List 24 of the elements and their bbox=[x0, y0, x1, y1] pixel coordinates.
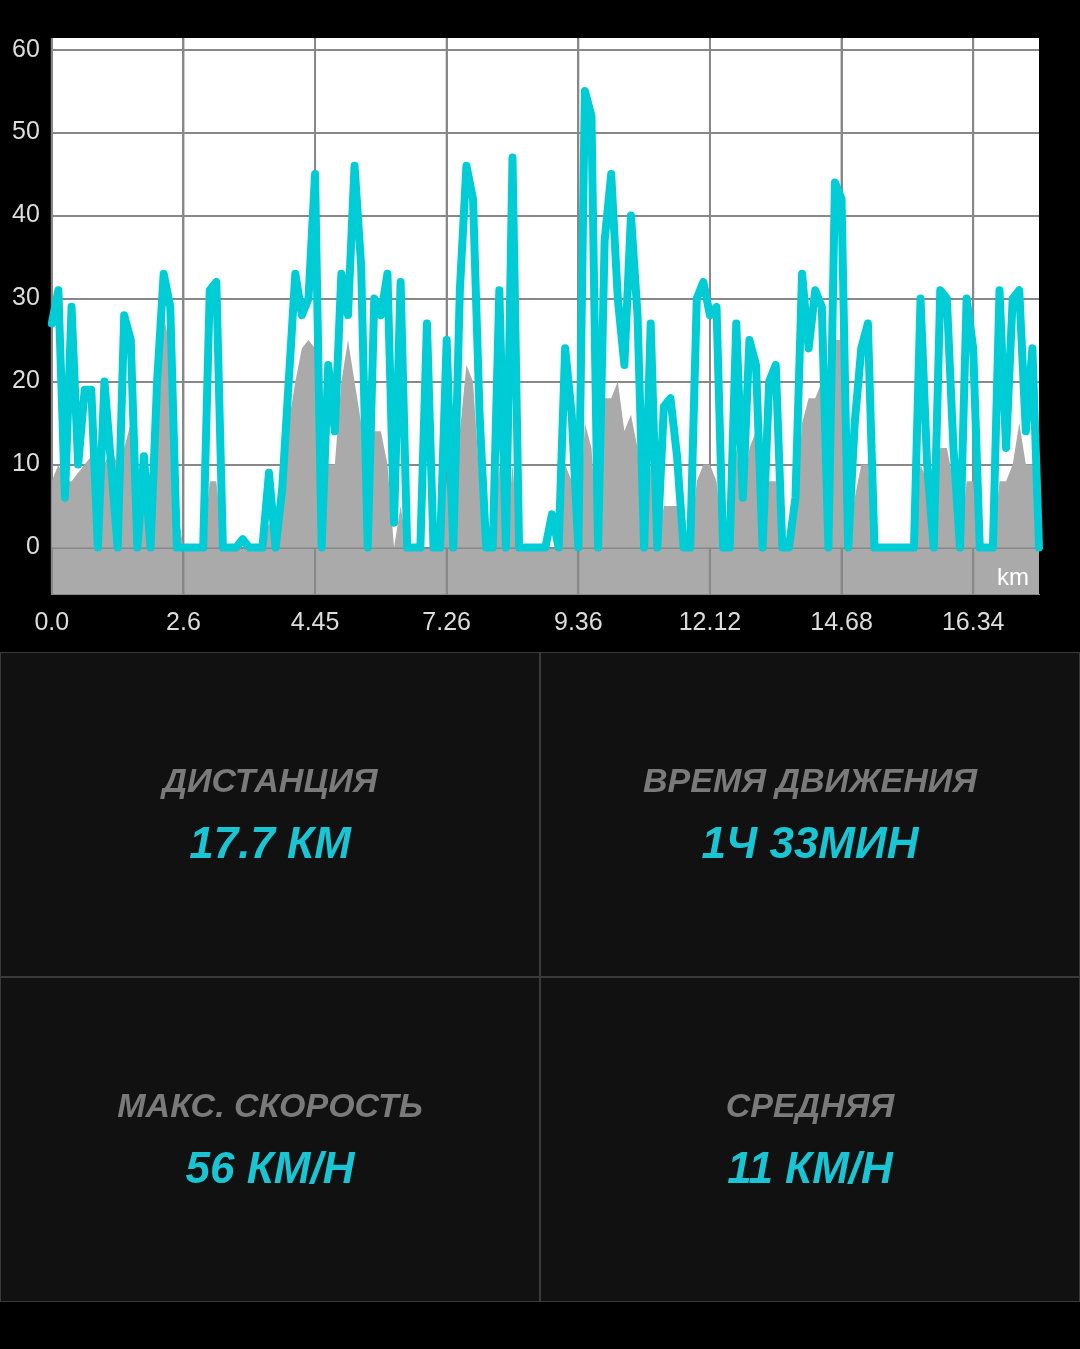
text: МАКС. СКОРОСТЬ bbox=[117, 1086, 423, 1125]
x-tick-label: 14.68 bbox=[810, 606, 873, 635]
y-tick-label: 60 bbox=[12, 33, 40, 62]
text: ВРЕМЯ ДВИЖЕНИЯ bbox=[642, 761, 978, 800]
y-tick-label: 20 bbox=[12, 365, 40, 394]
y-tick-label: 10 bbox=[12, 448, 40, 477]
text: 17.7 КМ bbox=[189, 818, 351, 868]
annotation: km bbox=[997, 562, 1029, 590]
x-tick-label: 4.45 bbox=[290, 606, 340, 635]
text: 11 КМ/Н bbox=[727, 1143, 893, 1193]
x-tick-label: 0.0 bbox=[34, 606, 70, 635]
text: 56 КМ/Н bbox=[185, 1143, 355, 1193]
text: 1Ч 33МИН bbox=[701, 818, 919, 868]
y-tick-label: 40 bbox=[12, 199, 40, 228]
x-tick-label: 16.34 bbox=[941, 606, 1005, 635]
text: ДИСТАНЦИЯ bbox=[162, 761, 378, 800]
y-tick-label: 50 bbox=[12, 116, 40, 145]
x-tick-label: 7.26 bbox=[422, 606, 472, 635]
x-tick-label: 12.12 bbox=[678, 606, 742, 635]
y-tick-label: 0 bbox=[25, 531, 40, 560]
text: СРЕДНЯЯ bbox=[725, 1086, 895, 1125]
x-tick-label: 2.6 bbox=[166, 606, 201, 635]
y-tick-label: 30 bbox=[12, 282, 40, 311]
x-tick-label: 9.36 bbox=[553, 606, 603, 635]
